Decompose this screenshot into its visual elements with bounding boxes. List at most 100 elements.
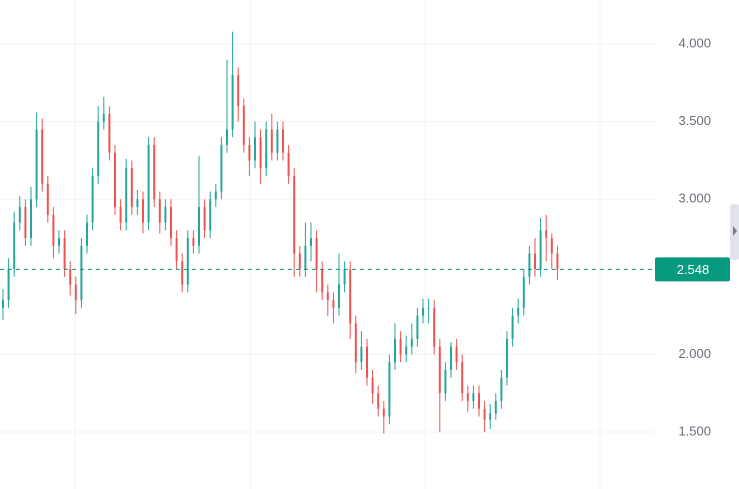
candle-body — [30, 199, 32, 239]
candle-body — [472, 393, 475, 402]
candle-body — [231, 75, 234, 130]
candle-body — [534, 253, 536, 270]
y-tick-label: 3.000 — [678, 191, 711, 206]
candle-body — [108, 113, 111, 153]
y-tick-label: 1.500 — [678, 423, 711, 438]
candle-body — [427, 307, 430, 309]
candle-body — [119, 207, 122, 223]
candle-body — [517, 307, 520, 316]
candle-body — [371, 377, 374, 394]
candle-body — [287, 152, 290, 176]
candle-body — [254, 137, 256, 161]
candle-body — [360, 346, 363, 363]
candle-body — [74, 284, 77, 301]
candle-body — [461, 362, 464, 394]
candle-body — [416, 315, 419, 339]
candle-body — [382, 408, 385, 417]
candle-body — [175, 238, 178, 262]
candle-body — [326, 292, 329, 301]
candle-body — [86, 222, 88, 246]
candle-body — [18, 207, 21, 223]
candle-body — [203, 207, 206, 231]
candle-body — [181, 261, 184, 285]
candle-body — [343, 269, 346, 285]
candle-body — [214, 191, 217, 200]
candle-body — [63, 238, 66, 270]
candle-body — [310, 238, 312, 246]
candle-body — [114, 152, 116, 208]
candle-body — [186, 238, 189, 285]
y-tick-label: 2.000 — [678, 346, 711, 361]
candle-body — [52, 214, 55, 246]
candle-body — [7, 269, 10, 301]
candle-body — [450, 346, 452, 370]
candle-body — [2, 300, 4, 308]
candle-body — [388, 362, 391, 417]
candle-body — [455, 346, 458, 363]
candle-body — [405, 346, 408, 355]
candle-body — [153, 144, 156, 200]
y-tick-label: 4.000 — [678, 36, 711, 51]
candle-body — [69, 269, 72, 285]
candle-body — [298, 253, 301, 270]
candle-body — [438, 346, 441, 394]
candle-body — [410, 338, 413, 347]
candle-body — [422, 307, 424, 316]
candle-body — [242, 106, 245, 145]
candle-body — [332, 300, 335, 308]
candle-body — [147, 144, 150, 223]
y-tick-label: 3.500 — [678, 113, 711, 128]
candle-body — [349, 269, 352, 324]
candle-body — [35, 129, 38, 200]
candle-body — [550, 238, 553, 254]
scroll-arrow — [733, 226, 737, 236]
candle-body — [158, 199, 161, 223]
last-price-label: 2.548 — [677, 262, 710, 277]
candle-body — [377, 393, 380, 409]
candle-body — [91, 175, 94, 223]
candle-body — [321, 269, 324, 293]
candle-body — [248, 144, 251, 161]
candle-body — [142, 199, 144, 223]
candle-body — [220, 144, 223, 192]
candle-body — [366, 346, 368, 378]
candle-body — [293, 175, 296, 254]
candle-body — [444, 369, 447, 394]
candle-body — [483, 408, 486, 420]
candle-body — [164, 207, 167, 223]
candle-body — [259, 137, 262, 169]
candle-body — [539, 230, 542, 270]
candle-body — [130, 168, 133, 208]
last-price-box — [655, 257, 730, 282]
candle-body — [338, 284, 340, 308]
candle-body — [354, 323, 357, 363]
candle-body — [556, 253, 559, 270]
candle-body — [102, 113, 105, 122]
candle-body — [226, 129, 228, 145]
candle-body — [46, 183, 49, 215]
candle-body — [506, 338, 508, 378]
candle-body — [198, 207, 200, 246]
candle-body — [58, 238, 60, 246]
candle-body — [528, 253, 531, 277]
candle-body — [315, 238, 318, 270]
candle-body — [399, 338, 402, 355]
candle-body — [494, 401, 497, 414]
candle-body — [478, 393, 480, 409]
candle-body — [282, 129, 284, 153]
candle-body — [433, 307, 436, 347]
candle-body — [13, 222, 16, 270]
candle-body — [97, 121, 100, 176]
candle-body — [41, 129, 44, 184]
candle-body — [136, 199, 139, 208]
candle-body — [545, 230, 548, 239]
candle-body — [466, 393, 469, 402]
candle-body — [304, 245, 307, 270]
candle-body — [511, 315, 514, 339]
candle-body — [237, 75, 240, 107]
candle-body — [209, 199, 212, 231]
candle-body — [500, 377, 503, 402]
candle-body — [276, 129, 279, 153]
